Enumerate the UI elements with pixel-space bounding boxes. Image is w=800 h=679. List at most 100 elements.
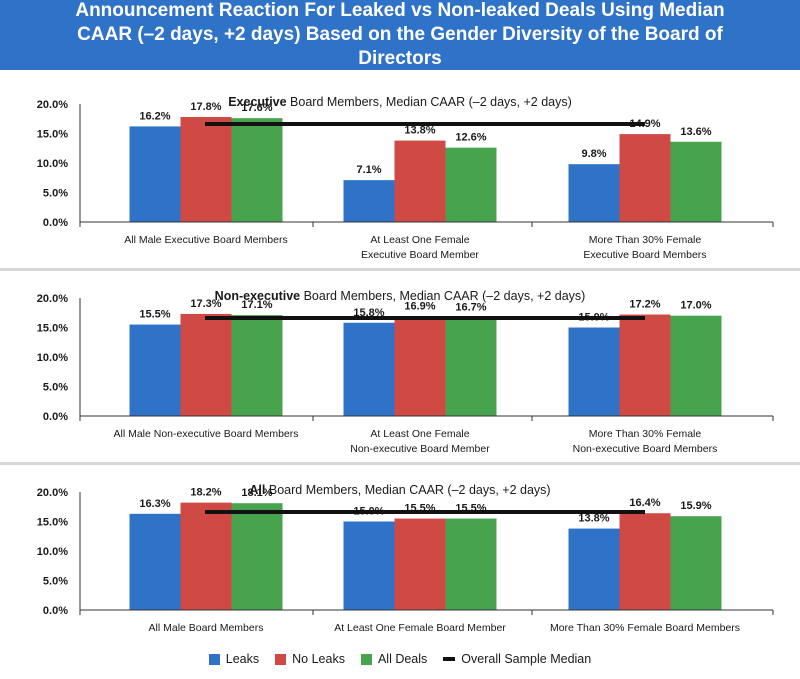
- chart-title-bold: Non-executive: [215, 289, 300, 303]
- category-label: More Than 30% Female: [589, 428, 702, 440]
- category-label: All Male Non-executive Board Members: [114, 428, 299, 440]
- y-tick-label: 0.0%: [43, 605, 68, 617]
- legend-label-median: Overall Sample Median: [461, 652, 592, 666]
- bar-all-deals: [231, 315, 283, 416]
- bar-no-leaks: [619, 314, 671, 416]
- data-label-all-deals: 16.7%: [455, 301, 486, 313]
- data-label-all-deals: 17.1%: [241, 299, 272, 311]
- category-label: Non-executive Board Members: [573, 443, 718, 455]
- bar-leaks: [343, 180, 395, 222]
- chart-title-bold: All: [249, 483, 265, 497]
- legend-label-no-leaks: No Leaks: [292, 652, 345, 666]
- bar-no-leaks: [180, 502, 232, 610]
- bar-all-deals: [231, 503, 283, 610]
- y-tick-label: 5.0%: [43, 382, 68, 394]
- legend-item-median: Overall Sample Median: [443, 652, 591, 666]
- bar-no-leaks: [394, 518, 446, 610]
- legend-item-leaks: Leaks: [208, 652, 260, 666]
- divider: [0, 462, 800, 465]
- data-label-all-deals: 15.9%: [680, 500, 711, 512]
- bar-no-leaks: [619, 513, 671, 610]
- data-label-all-deals: 17.6%: [241, 102, 272, 114]
- bar-leaks: [568, 327, 620, 416]
- category-label: Executive Board Members: [583, 249, 706, 261]
- y-tick-label: 15.0%: [37, 517, 68, 529]
- bar-leaks: [568, 164, 620, 222]
- legend-swatch-median: [443, 657, 456, 661]
- data-label-leaks: 16.2%: [139, 110, 170, 122]
- legend-item-all-deals: All Deals: [360, 652, 428, 666]
- chart-panel-all: All Board Members, Median CAAR (–2 days,…: [0, 470, 800, 640]
- y-tick-label: 15.0%: [37, 129, 68, 141]
- data-label-no-leaks: 17.3%: [190, 298, 221, 310]
- chart-title: All Board Members, Median CAAR (–2 days,…: [249, 483, 550, 497]
- bar-all-deals: [231, 118, 283, 222]
- chart-non-executive: Non-executive Board Members, Median CAAR…: [37, 289, 774, 455]
- bar-leaks: [129, 324, 181, 416]
- y-tick-label: 15.0%: [37, 323, 68, 335]
- category-label: More Than 30% Female Board Members: [550, 622, 740, 634]
- data-label-all-deals: 18.1%: [241, 487, 272, 499]
- data-label-no-leaks: 13.8%: [404, 125, 435, 137]
- data-label-no-leaks: 18.2%: [190, 487, 221, 499]
- category-label: Executive Board Member: [361, 249, 479, 261]
- legend: Leaks No Leaks All Deals Overall Sample …: [0, 648, 800, 670]
- category-label: At Least One Female: [370, 428, 469, 440]
- bar-leaks: [343, 322, 395, 416]
- category-label: Non-executive Board Member: [350, 443, 490, 455]
- data-label-all-deals: 13.6%: [680, 126, 711, 138]
- data-label-leaks: 7.1%: [356, 164, 381, 176]
- bar-all-deals: [445, 518, 497, 610]
- y-tick-label: 0.0%: [43, 411, 68, 423]
- chart-panel-non-executive: Non-executive Board Members, Median CAAR…: [0, 276, 800, 456]
- data-label-no-leaks: 14.9%: [629, 118, 660, 130]
- y-tick-label: 5.0%: [43, 576, 68, 588]
- legend-label-leaks: Leaks: [225, 652, 260, 666]
- page-title: Announcement Reaction For Leaked vs Non-…: [75, 0, 725, 69]
- y-tick-label: 20.0%: [37, 487, 68, 499]
- bar-no-leaks: [619, 134, 671, 222]
- data-label-leaks: 15.5%: [139, 309, 170, 321]
- y-tick-label: 20.0%: [37, 99, 68, 111]
- chart-title-bold: Executive: [228, 95, 286, 109]
- y-tick-label: 10.0%: [37, 158, 68, 170]
- chart-panel-executive: Executive Board Members, Median CAAR (–2…: [0, 82, 800, 262]
- bar-no-leaks: [394, 140, 446, 222]
- bar-leaks: [568, 528, 620, 610]
- data-label-no-leaks: 16.9%: [404, 300, 435, 312]
- bar-all-deals: [445, 317, 497, 416]
- bar-leaks: [129, 513, 181, 610]
- data-label-leaks: 15.8%: [353, 307, 384, 319]
- bar-no-leaks: [180, 116, 232, 222]
- data-label-leaks: 16.3%: [139, 498, 170, 510]
- bar-all-deals: [670, 315, 722, 416]
- bar-all-deals: [670, 516, 722, 610]
- chart-all: All Board Members, Median CAAR (–2 days,…: [37, 483, 774, 634]
- chart-title-rest: Board Members, Median CAAR (–2 days, +2 …: [287, 95, 572, 109]
- bar-leaks: [343, 521, 395, 610]
- legend-item-no-leaks: No Leaks: [275, 652, 345, 666]
- y-tick-label: 20.0%: [37, 293, 68, 305]
- data-label-leaks: 9.8%: [581, 148, 606, 160]
- legend-label-all-deals: All Deals: [377, 652, 428, 666]
- data-label-all-deals: 12.6%: [455, 132, 486, 144]
- category-label: At Least One Female Board Member: [334, 622, 506, 634]
- data-label-leaks: 13.8%: [578, 513, 609, 525]
- y-tick-label: 5.0%: [43, 188, 68, 200]
- divider: [0, 268, 800, 271]
- category-label: At Least One Female: [370, 234, 469, 246]
- chart-title-rest: Board Members, Median CAAR (–2 days, +2 …: [265, 483, 550, 497]
- category-label: More Than 30% Female: [589, 234, 702, 246]
- chart-title: Non-executive Board Members, Median CAAR…: [215, 289, 586, 303]
- category-label: All Male Board Members: [149, 622, 264, 634]
- chart-executive: Executive Board Members, Median CAAR (–2…: [37, 95, 774, 261]
- legend-swatch-all-deals: [360, 653, 372, 665]
- y-tick-label: 10.0%: [37, 352, 68, 364]
- bar-all-deals: [670, 141, 722, 222]
- legend-swatch-leaks: [208, 653, 220, 665]
- bar-no-leaks: [394, 316, 446, 416]
- bar-leaks: [129, 126, 181, 222]
- data-label-all-deals: 17.0%: [680, 300, 711, 312]
- data-label-no-leaks: 17.8%: [190, 101, 221, 113]
- header-banner: Announcement Reaction For Leaked vs Non-…: [0, 0, 800, 70]
